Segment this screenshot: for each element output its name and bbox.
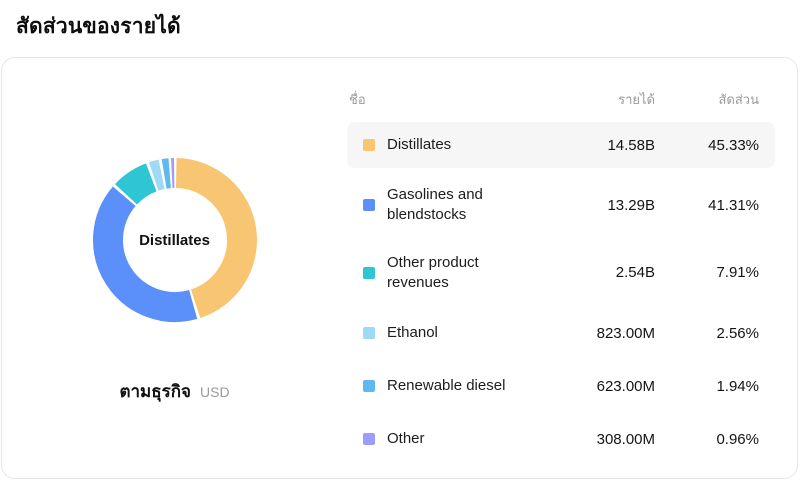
segment-revenue: 308.00M — [596, 430, 655, 448]
donut-pane: Distillates ตามธุรกิจ USD — [2, 58, 347, 478]
table-row[interactable]: Renewable diesel 623.00M 1.94% — [347, 363, 775, 409]
donut-segment-4[interactable] — [161, 158, 171, 189]
currency-unit-label: USD — [200, 384, 230, 400]
segment-share: 1.94% — [716, 377, 759, 395]
revenue-table-body: Distillates 14.58B 45.33% Gasolines and … — [347, 122, 775, 469]
segment-share: 2.56% — [716, 324, 759, 342]
donut-chart-wrap: Distillates — [85, 150, 265, 330]
segment-name-cell: Other — [363, 429, 515, 449]
segment-name-cell: Renewable diesel — [363, 376, 515, 396]
segment-name-cell: Ethanol — [363, 323, 515, 343]
table-row[interactable]: Ethanol 823.00M 2.56% — [347, 310, 775, 356]
column-header-name: ชื่อ — [349, 91, 366, 107]
segment-share: 45.33% — [708, 136, 759, 154]
legend-swatch-icon — [363, 199, 375, 212]
segment-name-cell: Distillates — [363, 135, 515, 155]
revenue-breakdown-card: Distillates ตามธุรกิจ USD ชื่อ รายได้ สั… — [1, 57, 798, 479]
table-row[interactable]: Other 308.00M 0.96% — [347, 416, 775, 462]
segment-name: Renewable diesel — [387, 376, 506, 394]
segment-revenue: 623.00M — [596, 377, 655, 395]
legend-swatch-icon — [363, 139, 375, 151]
segment-name: Other product revenues — [387, 253, 479, 291]
segment-revenue: 823.00M — [596, 324, 655, 342]
segment-revenue: 2.54B — [615, 264, 655, 282]
donut-segment-1[interactable] — [92, 186, 197, 322]
legend-swatch-icon — [363, 266, 375, 279]
table-row[interactable]: Distillates 14.58B 45.33% — [347, 122, 775, 168]
donut-segment-3[interactable] — [148, 159, 165, 191]
segment-name-cell: Gasolines and blendstocks — [363, 185, 515, 226]
segment-name: Other — [387, 429, 425, 447]
table-row[interactable]: Other product revenues 2.54B 7.91% — [347, 243, 775, 304]
segment-share: 41.31% — [708, 196, 759, 214]
table-row[interactable]: Gasolines and blendstocks 13.29B 41.31% — [347, 175, 775, 236]
donut-chart[interactable] — [85, 150, 265, 330]
dimension-label: ตามธุรกิจ — [119, 382, 191, 401]
legend-swatch-icon — [363, 380, 375, 392]
column-header-revenue: รายได้ — [618, 91, 655, 107]
donut-footer: ตามธุรกิจ USD — [119, 378, 229, 405]
legend-swatch-icon — [363, 327, 375, 339]
segment-revenue: 13.29B — [607, 196, 655, 214]
segment-name: Ethanol — [387, 323, 438, 341]
column-header-share: สัดส่วน — [718, 91, 760, 107]
table-header: ชื่อ รายได้ สัดส่วน — [347, 84, 775, 114]
segment-revenue: 14.58B — [607, 136, 655, 154]
segment-name: Distillates — [387, 135, 452, 153]
segment-name: Gasolines and blendstocks — [387, 186, 483, 224]
donut-segment-0[interactable] — [174, 158, 257, 319]
segment-share: 7.91% — [716, 264, 759, 282]
page-title: สัดส่วนของรายได้ — [16, 15, 181, 38]
legend-table-pane: ชื่อ รายได้ สัดส่วน Distillates 14.58B 4… — [347, 58, 797, 478]
donut-segment-2[interactable] — [114, 163, 157, 206]
legend-swatch-icon — [363, 433, 375, 445]
segment-name-cell: Other product revenues — [363, 253, 515, 294]
segment-share: 0.96% — [716, 430, 759, 448]
